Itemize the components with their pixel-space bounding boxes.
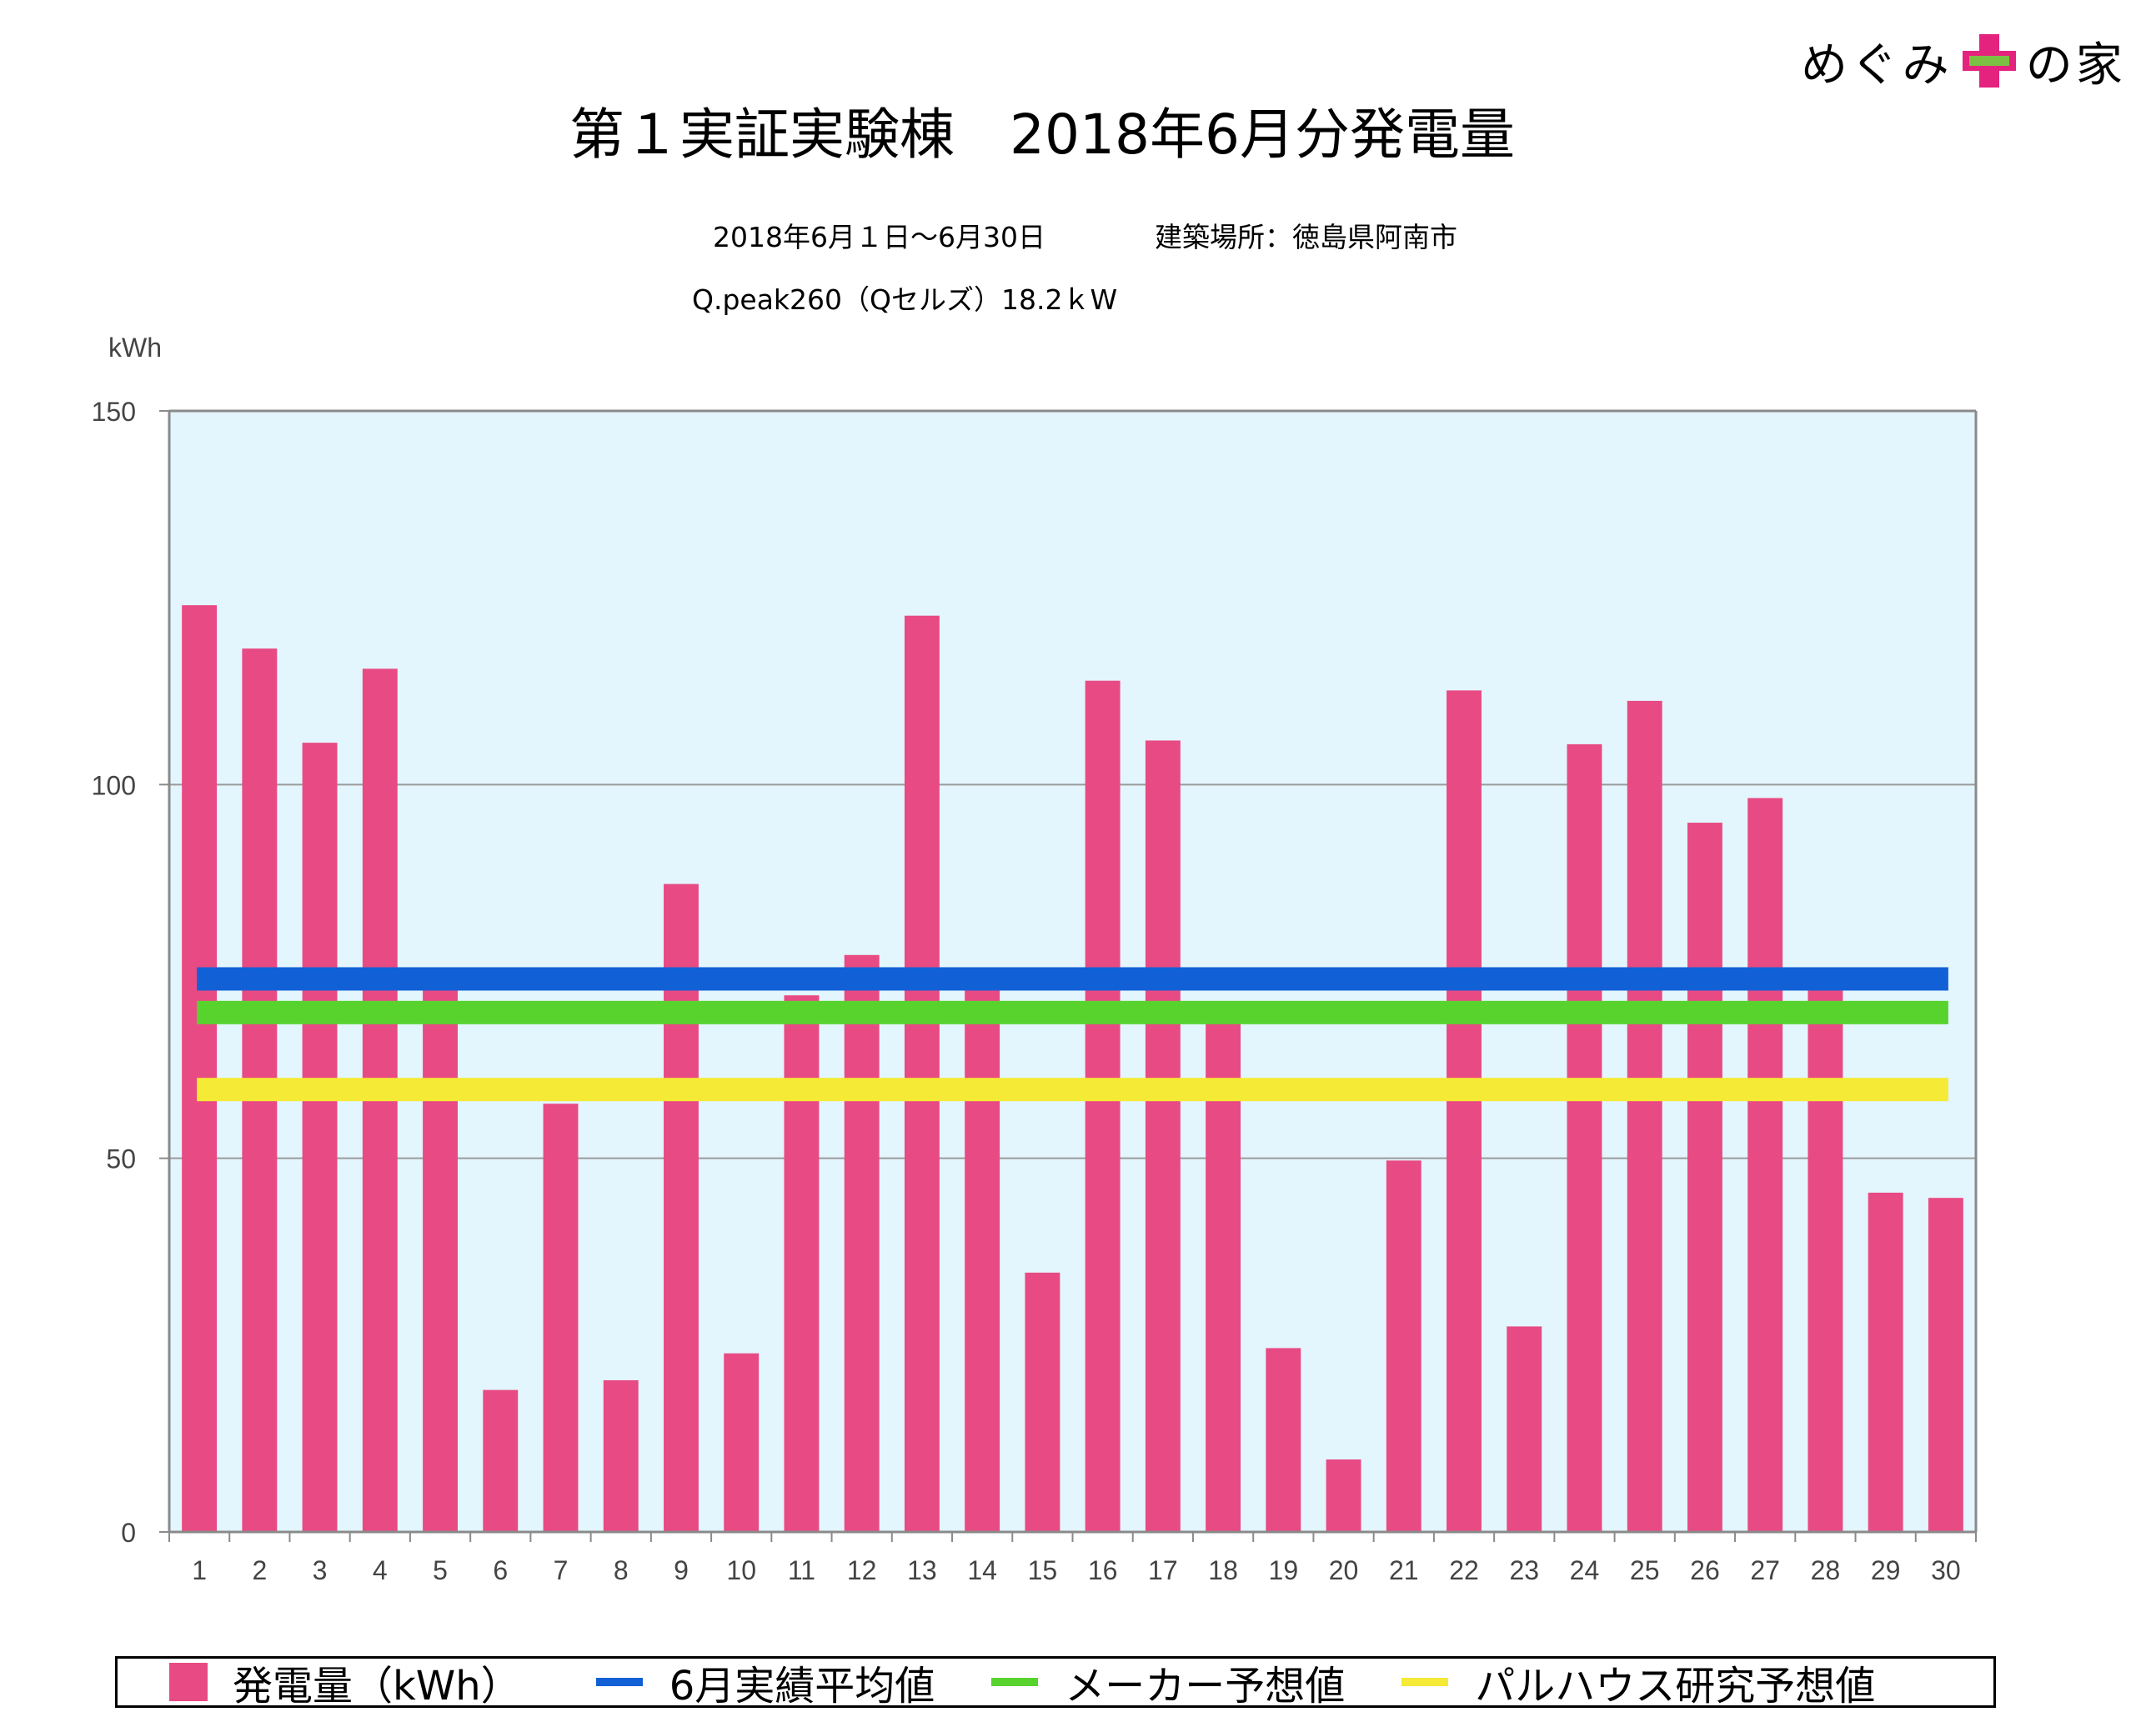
- bar: [1386, 1160, 1421, 1532]
- legend-swatch-maker-forecast: [991, 1678, 1039, 1686]
- x-tick-label: 25: [1630, 1555, 1660, 1585]
- legend-item-actual-avg: 6月実績平均値: [595, 1653, 935, 1711]
- bar: [1025, 1272, 1060, 1532]
- bar: [784, 995, 820, 1532]
- y-axis-label: kWh: [108, 333, 162, 363]
- x-tick-label: 2: [252, 1555, 267, 1585]
- bar: [603, 1379, 639, 1532]
- legend-swatch-generation: [169, 1663, 208, 1701]
- logo: めぐみ の家: [1801, 23, 2126, 98]
- chart-title: 第１実証実験棟 2018年6月分発電量: [569, 103, 1515, 167]
- y-tick-label: 150: [92, 397, 136, 427]
- bar: [302, 743, 338, 1532]
- x-tick-label: 22: [1449, 1555, 1479, 1585]
- bar: [1326, 1459, 1361, 1532]
- x-tick-label: 24: [1570, 1555, 1600, 1585]
- legend-item-generation: 発電量（kWh）: [169, 1653, 521, 1711]
- bar: [664, 884, 699, 1532]
- logo-text-right: の家: [2025, 38, 2126, 93]
- location-text: 建築場所：徳島県阿南市: [1155, 221, 1457, 253]
- bar: [182, 605, 218, 1533]
- bar: [1868, 1192, 1903, 1532]
- x-tick-label: 20: [1329, 1555, 1359, 1585]
- x-tick-label: 28: [1811, 1555, 1841, 1585]
- legend-label-actual-avg: 6月実績平均値: [669, 1663, 935, 1709]
- bar: [1627, 700, 1662, 1532]
- bar: [1687, 823, 1722, 1532]
- x-tick-label: 18: [1208, 1555, 1238, 1585]
- legend: 発電量（kWh） 6月実績平均値 メーカー予想値 パルハウス研究予想値: [115, 1653, 1996, 1711]
- research-forecast-line: [197, 1078, 1948, 1102]
- period-text: 2018年6月１日〜6月30日: [713, 221, 1045, 253]
- actual-average-line: [197, 967, 1948, 991]
- legend-swatch-research-forecast: [1401, 1678, 1449, 1686]
- x-tick-label: 15: [1028, 1555, 1058, 1585]
- x-tick-label: 16: [1088, 1555, 1118, 1585]
- legend-swatch-actual-avg: [595, 1678, 643, 1686]
- x-tick-label: 6: [493, 1555, 508, 1585]
- y-tick-label: 50: [106, 1144, 136, 1174]
- x-tick-label: 21: [1389, 1555, 1419, 1585]
- bar: [483, 1389, 519, 1532]
- x-tick-label: 17: [1148, 1555, 1178, 1585]
- panel-text: Q.peak260（Qセルズ）18.2ｋW: [692, 283, 1118, 316]
- bar: [1447, 690, 1482, 1532]
- bar: [1747, 798, 1783, 1532]
- bar: [1266, 1348, 1301, 1532]
- bar: [1808, 986, 1843, 1532]
- x-tick-label: 10: [726, 1555, 756, 1585]
- maker-forecast-line: [197, 1000, 1948, 1024]
- bar: [1085, 680, 1121, 1532]
- x-tick-label: 14: [967, 1555, 997, 1585]
- x-tick-label: 11: [788, 1555, 815, 1585]
- x-tick-label: 29: [1871, 1555, 1901, 1585]
- x-tick-label: 26: [1690, 1555, 1720, 1585]
- legend-item-maker-forecast: メーカー予想値: [991, 1653, 1345, 1711]
- bar: [724, 1353, 760, 1532]
- y-tick-label: 100: [92, 770, 136, 800]
- x-tick-label: 1: [192, 1555, 207, 1585]
- logo-text-left: めぐみ: [1801, 38, 1953, 93]
- legend-item-research-forecast: パルハウス研究予想値: [1401, 1653, 1875, 1711]
- bar: [1145, 740, 1181, 1532]
- bar: [904, 615, 940, 1532]
- x-tick-label: 12: [847, 1555, 877, 1585]
- x-tick-label: 5: [433, 1555, 448, 1585]
- x-tick-label: 30: [1931, 1555, 1961, 1585]
- bar: [1507, 1326, 1542, 1532]
- legend-label-maker-forecast: メーカー予想値: [1065, 1663, 1346, 1709]
- x-tick-label: 19: [1269, 1555, 1299, 1585]
- legend-label-generation: 発電量（kWh）: [233, 1663, 521, 1709]
- legend-label-research-forecast: パルハウス研究予想値: [1475, 1663, 1876, 1709]
- plus-cross-icon: [1962, 34, 2016, 88]
- x-tick-label: 9: [674, 1555, 689, 1585]
- bar: [543, 1104, 579, 1532]
- x-tick-label: 4: [373, 1555, 388, 1585]
- x-tick-label: 23: [1509, 1555, 1539, 1585]
- y-tick-label: 0: [121, 1518, 136, 1548]
- x-tick-label: 27: [1750, 1555, 1780, 1585]
- bar: [1928, 1198, 1963, 1532]
- x-tick-label: 3: [313, 1555, 328, 1585]
- x-tick-label: 13: [907, 1555, 937, 1585]
- bar: [844, 954, 880, 1532]
- bar: [965, 986, 1000, 1532]
- bar: [423, 986, 458, 1532]
- x-tick-label: 8: [614, 1555, 629, 1585]
- x-tick-label: 7: [554, 1555, 569, 1585]
- bar: [1567, 743, 1602, 1532]
